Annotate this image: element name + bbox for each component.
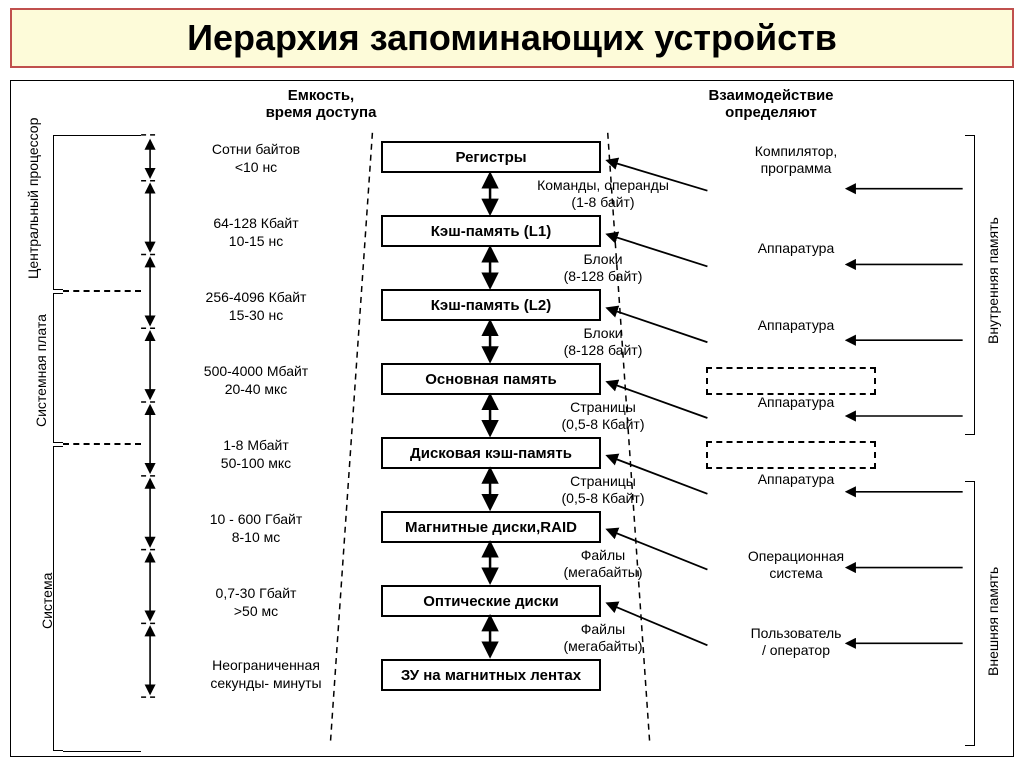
actor-label: Операционная система <box>711 548 881 582</box>
level-box: ЗУ на магнитных лентах <box>381 659 601 691</box>
actor-label: Компилятор, программа <box>711 143 881 177</box>
group-cpu-bracket <box>53 135 63 290</box>
page-title: Иерархия запоминающих устройств <box>187 17 837 59</box>
left-column-header: Емкость, время доступа <box>221 87 421 121</box>
actor-label: Пользователь / оператор <box>711 625 881 659</box>
transfer-label: Страницы (0,5-8 Кбайт) <box>523 399 683 433</box>
level-spec: Сотни байтов <10 нс <box>171 141 341 176</box>
level-spec: 10 - 600 Гбайт 8-10 мс <box>171 511 341 546</box>
transfer-label: Страницы (0,5-8 Кбайт) <box>523 473 683 507</box>
level-box: Регистры <box>381 141 601 173</box>
group-board-label: Системная плата <box>33 306 49 436</box>
level-box: Оптические диски <box>381 585 601 617</box>
sep-cpu-board <box>63 290 141 292</box>
diagram-container: Емкость, время доступа Взаимодействие оп… <box>10 80 1014 757</box>
group-external-bracket <box>965 481 975 746</box>
transfer-label: Файлы (мегабайты) <box>523 547 683 581</box>
level-spec: Неограниченная секунды- минуты <box>161 657 371 692</box>
transfer-label: Файлы (мегабайты) <box>523 621 683 655</box>
level-spec: 256-4096 Кбайт 15-30 нс <box>171 289 341 324</box>
transfer-label: Команды, операнды (1-8 байт) <box>523 177 683 211</box>
level-spec: 500-4000 Мбайт 20-40 мкс <box>171 363 341 398</box>
title-bar: Иерархия запоминающих устройств <box>10 8 1014 68</box>
transfer-label: Блоки (8-128 байт) <box>523 251 683 285</box>
actor-label: Аппаратура <box>711 317 881 334</box>
level-spec: 1-8 Мбайт 50-100 мкс <box>171 437 341 472</box>
level-spec: 64-128 Кбайт 10-15 нс <box>171 215 341 250</box>
level-spec: 0,7-30 Гбайт >50 мс <box>171 585 341 620</box>
level-box: Кэш-память (L2) <box>381 289 601 321</box>
group-internal-label: Внутренняя память <box>985 181 1001 381</box>
level-box: Дисковая кэш-память <box>381 437 601 469</box>
actor-dashed-box-1 <box>706 367 876 395</box>
sep-board-system <box>63 443 141 445</box>
actor-label: Аппаратура <box>711 240 881 257</box>
level-box: Кэш-память (L1) <box>381 215 601 247</box>
group-internal-bracket <box>965 135 975 435</box>
right-column-header: Взаимодействие определяют <box>661 87 881 121</box>
group-board-bracket <box>53 293 63 443</box>
actor-dashed-box-2 <box>706 441 876 469</box>
actor-label: Аппаратура <box>711 471 881 488</box>
group-external-label: Внешняя память <box>985 521 1001 721</box>
level-box: Основная память <box>381 363 601 395</box>
group-system-bracket <box>53 446 63 751</box>
group-cpu-label: Центральный процессор <box>25 149 41 279</box>
actor-label: Аппаратура <box>711 394 881 411</box>
transfer-label: Блоки (8-128 байт) <box>523 325 683 359</box>
level-box: Магнитные диски,RAID <box>381 511 601 543</box>
